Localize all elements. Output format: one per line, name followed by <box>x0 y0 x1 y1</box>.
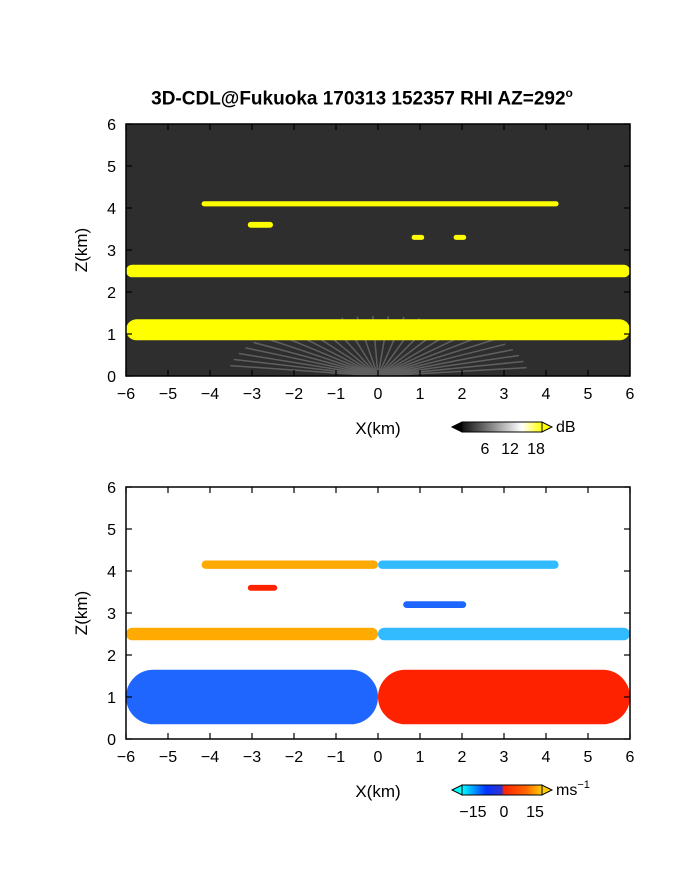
data-layers <box>126 201 630 341</box>
x-tick-label: 5 <box>584 749 593 766</box>
x-tick-label: 1 <box>416 749 425 766</box>
degree-symbol: o <box>565 86 573 100</box>
beam-line <box>377 348 513 376</box>
colorbar: dB 6 12 18 <box>450 419 576 458</box>
x-tick-label: 4 <box>542 749 551 766</box>
data-layer <box>378 627 630 641</box>
x-tick-label: −3 <box>243 386 261 403</box>
colorbar-tick-label: 15 <box>526 804 544 821</box>
y-tick-label: 3 <box>107 606 116 623</box>
x-tick-label: −1 <box>327 749 345 766</box>
x-tick-label: −5 <box>159 749 177 766</box>
colorbar-bar <box>461 421 543 433</box>
x-tick-label: 3 <box>500 749 509 766</box>
x-axis-label: X(km) <box>355 419 400 438</box>
colorbar-arrow-right <box>541 421 554 433</box>
x-tick-label: −6 <box>117 386 135 403</box>
beam-line <box>377 343 506 376</box>
x-tick-label: 6 <box>626 749 635 766</box>
beam-line <box>238 352 379 376</box>
figure-title: 3D-CDL@Fukuoka 170313 152357 RHI AZ=292o <box>0 86 680 110</box>
x-tick-label: −2 <box>285 386 303 403</box>
x-tick-label: 6 <box>626 386 635 403</box>
data-layers <box>126 560 630 725</box>
x-tick-label: −6 <box>117 749 135 766</box>
beam-line <box>262 336 379 376</box>
beam-line <box>230 364 379 376</box>
x-tick-label: −3 <box>243 749 261 766</box>
colorbar-tick-label: 0 <box>500 804 509 821</box>
data-layer <box>453 234 467 240</box>
data-layer <box>411 234 425 240</box>
y-tick-label: 1 <box>107 327 116 344</box>
y-tick-label: 6 <box>107 117 116 134</box>
colorbar-unit-exponent: −1 <box>577 779 590 791</box>
y-tick-label: 4 <box>107 564 116 581</box>
x-tick-label: 3 <box>500 386 509 403</box>
y-tick-label: 5 <box>107 522 116 539</box>
x-tick-label: 0 <box>374 749 383 766</box>
colorbar-arrow-left <box>450 784 463 796</box>
beam-line <box>253 341 379 376</box>
x-tick-label: 5 <box>584 386 593 403</box>
colorbar-tick-label: 18 <box>527 441 545 458</box>
data-layer <box>403 601 467 608</box>
x-tick-label: 4 <box>542 386 551 403</box>
data-layer <box>201 560 378 569</box>
x-tick-label: 1 <box>416 386 425 403</box>
data-layer <box>126 264 630 278</box>
y-tick-label: 4 <box>107 201 116 218</box>
x-tick-label: −1 <box>327 386 345 403</box>
colorbar-arrow-right <box>541 784 554 796</box>
y-tick-label: 2 <box>107 285 116 302</box>
data-layer <box>247 221 273 228</box>
x-tick-label: −4 <box>201 386 219 403</box>
x-tick-label: −5 <box>159 386 177 403</box>
y-tick-label: 5 <box>107 159 116 176</box>
data-layer <box>378 560 559 569</box>
y-axis-label: Z(km) <box>72 591 91 635</box>
colorbar-unit: ms−1 <box>556 779 590 799</box>
beam-line <box>377 366 527 376</box>
data-layer <box>126 627 378 641</box>
beam-line <box>245 347 379 376</box>
x-tick-label: −2 <box>285 749 303 766</box>
y-tick-label: 3 <box>107 243 116 260</box>
y-tick-label: 6 <box>107 480 116 497</box>
data-layer <box>126 319 630 341</box>
colorbar-arrow-left <box>450 421 463 433</box>
y-tick-label: 0 <box>107 369 116 386</box>
colorbar: ms−1 −15 0 15 <box>450 779 590 821</box>
colorbar-unit: dB <box>556 419 576 436</box>
x-tick-label: 2 <box>458 749 467 766</box>
data-layer <box>378 669 630 725</box>
colorbar-tick-label: 6 <box>481 441 490 458</box>
beam-line <box>233 358 379 376</box>
colorbar-bar <box>461 784 543 796</box>
x-axis-label: X(km) <box>355 782 400 801</box>
beam-line <box>377 333 487 376</box>
panel-doppler_velocity: −6 −5 −4 −3 −2 −1 0 1 2 3 4 5 6 0 1 2 3 4 5 6 X(km) Z(km) ms−1… <box>72 480 635 821</box>
colorbar-tick-label: −15 <box>459 804 486 821</box>
x-tick-label: 2 <box>458 386 467 403</box>
data-layer <box>201 201 559 207</box>
x-tick-label: −4 <box>201 749 219 766</box>
x-tick-label: 0 <box>374 386 383 403</box>
y-axis-label: Z(km) <box>72 228 91 272</box>
y-tick-label: 2 <box>107 648 116 665</box>
data-layer <box>247 584 278 591</box>
title-text: 3D-CDL@Fukuoka 170313 152357 RHI AZ=292 <box>151 88 566 110</box>
y-tick-label: 1 <box>107 690 116 707</box>
y-tick-label: 0 <box>107 732 116 749</box>
colorbar-tick-label: 12 <box>501 441 519 458</box>
beam-line <box>377 360 524 376</box>
data-layer <box>126 669 378 725</box>
beam-line <box>377 354 520 376</box>
beam-line <box>377 338 497 376</box>
